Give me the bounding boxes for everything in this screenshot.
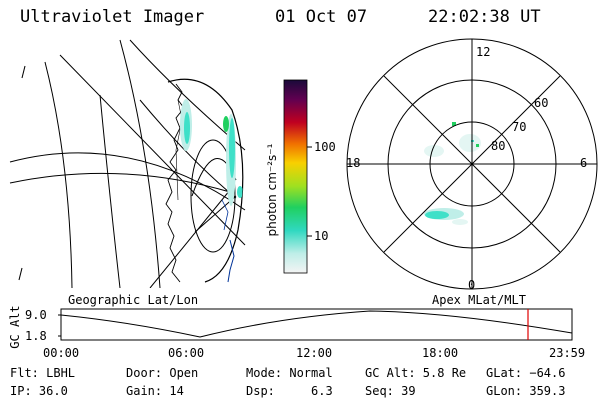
mlt-label-6: 6 xyxy=(580,156,588,170)
x-tick-0600: 06:00 xyxy=(168,346,205,360)
seq-info: Seq: 39 xyxy=(365,384,416,398)
glat-info: GLat: −64.6 xyxy=(486,366,566,380)
ip-info: IP: 36.0 xyxy=(10,384,68,398)
geographic-label: Geographic Lat/Lon xyxy=(68,293,199,307)
colorbar-tick-100: 100 xyxy=(314,140,336,154)
lat-label-70: 70 xyxy=(512,120,527,134)
mlt-label-0: 0 xyxy=(468,278,476,292)
apex-label: Apex MLat/MLT xyxy=(432,293,526,307)
glon-info: GLon: 359.3 xyxy=(486,384,566,398)
lat-label-80: 80 xyxy=(491,139,506,153)
mode-info: Mode: Normal xyxy=(246,366,333,380)
dsp-info: Dsp: 6.3 xyxy=(246,384,333,398)
mlt-label-18: 18 xyxy=(346,156,361,170)
mlt-label-12: 12 xyxy=(476,45,491,59)
time-label: 22:02:38 UT xyxy=(428,7,541,27)
lat-label-60: 60 xyxy=(534,96,549,110)
x-tick-1200: 12:00 xyxy=(296,346,333,360)
x-tick-2359: 23:59 xyxy=(549,346,586,360)
y-tick-high: 9.0 xyxy=(25,308,47,322)
x-tick-0000: 00:00 xyxy=(43,346,80,360)
gain-info: Gain: 14 xyxy=(126,384,184,398)
door-info: Door: Open xyxy=(126,366,199,380)
gc-alt-info: GC Alt: 5.8 Re xyxy=(365,366,467,380)
filter-info: Flt: LBHL xyxy=(10,366,76,380)
y-tick-low: 1.8 xyxy=(25,329,47,343)
instrument-title: Ultraviolet Imager xyxy=(20,7,205,27)
colorbar-tick-10: 10 xyxy=(314,229,329,243)
date-label: 01 Oct 07 xyxy=(275,7,368,27)
x-tick-1800: 18:00 xyxy=(422,346,459,360)
